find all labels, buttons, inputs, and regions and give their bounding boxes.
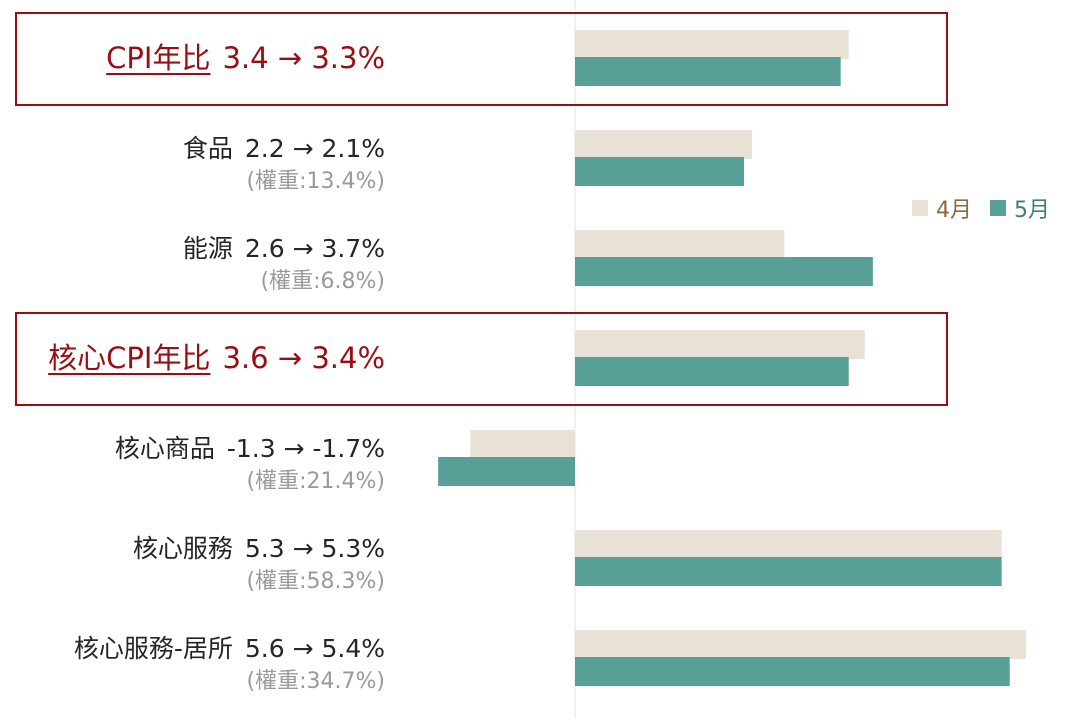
category-main-line: 核心服務-居所 5.6 → 5.4% bbox=[74, 633, 385, 665]
category-label-6: 核心服務-居所 5.6 → 5.4% (權重:34.7%) bbox=[74, 633, 385, 697]
category-weight: (權重:21.4%) bbox=[246, 469, 385, 494]
category-weight: (權重:13.4%) bbox=[246, 169, 385, 194]
category-change: 2.2 → 2.1% bbox=[244, 134, 385, 163]
bar-apr-4 bbox=[470, 430, 575, 459]
legend-label-apr: 4月 bbox=[936, 198, 972, 223]
category-change: 2.6 → 3.7% bbox=[244, 234, 385, 263]
bar-may-2 bbox=[575, 257, 873, 286]
category-name: 核心服務-居所 bbox=[73, 634, 233, 663]
highlight-box-3 bbox=[15, 312, 948, 406]
category-weight: (權重:58.3%) bbox=[246, 569, 385, 594]
category-label-3: 核心CPI年比 3.6 → 3.4% bbox=[48, 342, 385, 374]
bar-may-4 bbox=[438, 457, 575, 486]
category-change: -1.3 → -1.7% bbox=[226, 434, 385, 463]
bar-apr-3 bbox=[575, 330, 865, 359]
bar-may-6 bbox=[575, 657, 1010, 686]
category-name: 能源 bbox=[182, 234, 233, 263]
category-weight: (權重:6.8%) bbox=[260, 269, 385, 294]
category-label-2: 能源 2.6 → 3.7% (權重:6.8%) bbox=[183, 233, 385, 297]
bar-apr-6 bbox=[575, 630, 1026, 659]
legend-swatch-apr bbox=[912, 200, 928, 216]
legend-label-may: 5月 bbox=[1014, 198, 1050, 223]
legend-item-apr: 4月 bbox=[912, 192, 972, 224]
category-change: 3.6 → 3.4% bbox=[222, 341, 385, 375]
bar-may-5 bbox=[575, 557, 1002, 586]
category-label-1: 食品 2.2 → 2.1% (權重:13.4%) bbox=[183, 133, 385, 197]
category-main-line: 能源 2.6 → 3.7% bbox=[183, 233, 385, 265]
category-name: 食品 bbox=[182, 134, 233, 163]
category-name: CPI年比 bbox=[106, 41, 211, 75]
bar-apr-5 bbox=[575, 530, 1002, 559]
category-main-line: CPI年比 3.4 → 3.3% bbox=[106, 42, 385, 74]
category-name: 核心CPI年比 bbox=[48, 341, 211, 375]
bar-may-3 bbox=[575, 357, 849, 386]
category-weight: (權重:34.7%) bbox=[246, 669, 385, 694]
category-name: 核心商品 bbox=[114, 434, 215, 463]
legend: 4月 5月 bbox=[912, 192, 1068, 224]
category-label-0: CPI年比 3.4 → 3.3% bbox=[106, 42, 385, 74]
bar-apr-2 bbox=[575, 230, 785, 259]
category-main-line: 核心服務 5.3 → 5.3% bbox=[133, 533, 385, 565]
highlight-box-0 bbox=[15, 12, 948, 106]
category-name: 核心服務 bbox=[132, 534, 233, 563]
bar-may-1 bbox=[575, 157, 745, 186]
category-main-line: 食品 2.2 → 2.1% bbox=[183, 133, 385, 165]
category-change: 5.3 → 5.3% bbox=[244, 534, 385, 563]
legend-item-may: 5月 bbox=[990, 192, 1050, 224]
bar-apr-1 bbox=[575, 130, 753, 159]
category-label-5: 核心服務 5.3 → 5.3% (權重:58.3%) bbox=[133, 533, 385, 597]
category-change: 3.4 → 3.3% bbox=[222, 41, 385, 75]
category-change: 5.6 → 5.4% bbox=[244, 634, 385, 663]
legend-swatch-may bbox=[990, 200, 1006, 216]
category-main-line: 核心商品 -1.3 → -1.7% bbox=[115, 433, 385, 465]
bar-may-0 bbox=[575, 57, 841, 86]
category-label-4: 核心商品 -1.3 → -1.7% (權重:21.4%) bbox=[115, 433, 385, 497]
category-main-line: 核心CPI年比 3.6 → 3.4% bbox=[48, 342, 385, 374]
bar-apr-0 bbox=[575, 30, 849, 59]
